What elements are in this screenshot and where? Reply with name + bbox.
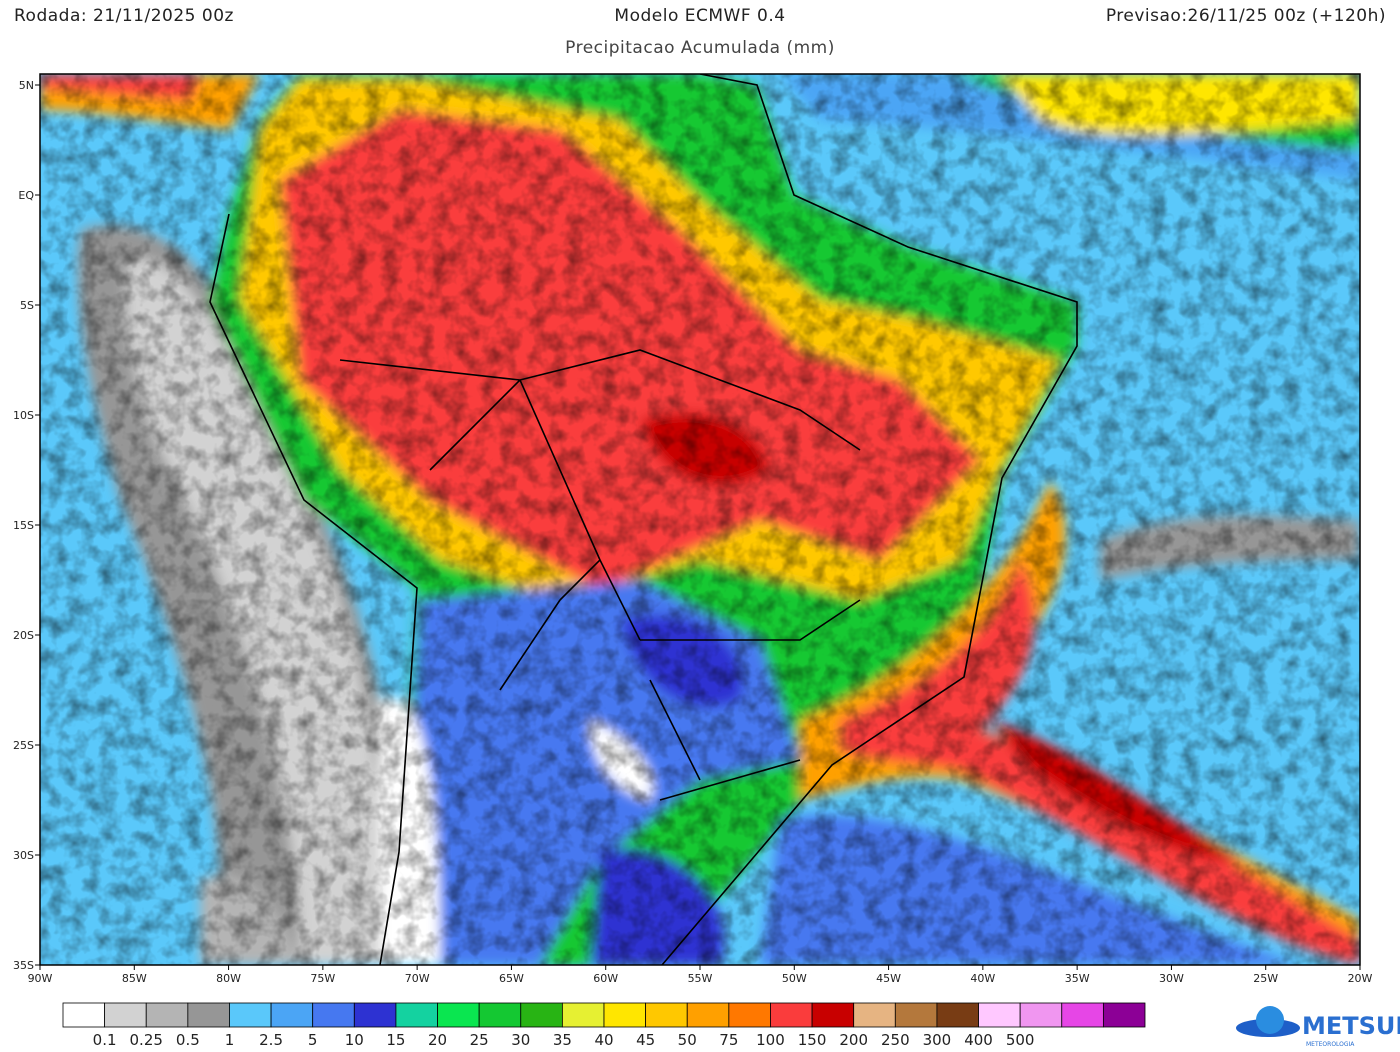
legend-label: 40	[594, 1031, 613, 1049]
lon-label: 40W	[970, 972, 995, 985]
legend-swatch	[770, 1002, 813, 1028]
legend-label: 50	[678, 1031, 697, 1049]
legend-label: 10	[345, 1031, 364, 1049]
legend-label: 0.25	[130, 1031, 163, 1049]
legend-swatch	[104, 1002, 147, 1028]
legend-swatch	[145, 1002, 189, 1028]
legend-label: 15	[386, 1031, 405, 1049]
legend-label: 20	[428, 1031, 447, 1049]
lon-label: 25W	[1253, 972, 1278, 985]
legend-swatch	[395, 1002, 438, 1028]
lat-label: 30S	[13, 849, 34, 862]
legend-swatch	[270, 1002, 314, 1028]
lon-label: 90W	[28, 972, 53, 985]
lon-label: 50W	[782, 972, 807, 985]
legend-swatch	[561, 1002, 605, 1028]
legend-swatch	[1019, 1002, 1063, 1028]
lat-label: 20S	[13, 629, 34, 642]
lat-label: 25S	[13, 739, 34, 752]
lat-label: 15S	[13, 519, 34, 532]
run-label: Rodada: 21/11/2025 00z	[14, 6, 234, 26]
legend-swatch	[478, 1002, 522, 1028]
lat-label: EQ	[18, 189, 34, 202]
legend-label: 400	[964, 1031, 993, 1049]
legend-label: 25	[470, 1031, 489, 1049]
legend-label: 30	[511, 1031, 530, 1049]
precip-field	[40, 74, 1360, 965]
lon-label: 60W	[593, 972, 618, 985]
legend-label: 100	[756, 1031, 785, 1049]
lon-label: 55W	[688, 972, 713, 985]
lon-label: 80W	[216, 972, 241, 985]
lon-label: 35W	[1065, 972, 1090, 985]
logo: METSUL METEOROLOGIA	[1236, 1006, 1400, 1048]
legend-label: 35	[553, 1031, 572, 1049]
legend-label: 250	[881, 1031, 910, 1049]
lat-label: 5S	[20, 299, 34, 312]
legend-label: 300	[923, 1031, 952, 1049]
legend-label: 0.1	[93, 1031, 117, 1049]
legend-swatch	[187, 1002, 230, 1028]
lon-label: 70W	[405, 972, 430, 985]
legend-swatch	[353, 1002, 397, 1028]
legend-swatch	[853, 1002, 896, 1028]
forecast-label: Previsao:26/11/25 00z (+120h)	[1105, 6, 1386, 26]
legend-label: 45	[636, 1031, 655, 1049]
legend-label: 75	[719, 1031, 738, 1049]
legend-swatch	[312, 1002, 355, 1028]
legend-label: 1	[225, 1031, 235, 1049]
legend-swatch	[229, 1002, 272, 1028]
legend-swatch	[437, 1002, 480, 1028]
legend-label: 0.5	[176, 1031, 200, 1049]
legend-swatch	[520, 1002, 563, 1028]
lon-label: 30W	[1159, 972, 1184, 985]
legend-swatch	[645, 1002, 688, 1028]
brand-tagline: METEOROLOGIA	[1306, 1041, 1355, 1048]
legend-swatch	[978, 1002, 1021, 1028]
lon-label: 45W	[876, 972, 901, 985]
legend-label: 200	[839, 1031, 868, 1049]
lon-label: 20W	[1348, 972, 1373, 985]
legend-swatch	[894, 1002, 938, 1028]
lon-label: 65W	[499, 972, 524, 985]
lat-label: 35S	[13, 959, 34, 972]
legend-swatch	[728, 1002, 771, 1028]
legend-label: 500	[1006, 1031, 1035, 1049]
subtitle: Precipitacao Acumulada (mm)	[565, 38, 835, 58]
legend-label: 5	[308, 1031, 318, 1049]
legend-swatch	[1061, 1002, 1104, 1028]
lat-label: 5N	[19, 79, 34, 92]
legend-swatch	[936, 1002, 979, 1028]
legend-label: 2.5	[259, 1031, 283, 1049]
legend-swatch	[62, 1002, 106, 1028]
legend-swatch	[603, 1002, 647, 1028]
model-label: Modelo ECMWF 0.4	[614, 6, 786, 26]
legend-label: 150	[798, 1031, 827, 1049]
lat-label: 10S	[13, 409, 34, 422]
legend-swatch	[1102, 1002, 1146, 1028]
lon-label: 85W	[122, 972, 147, 985]
legend-swatch	[686, 1002, 730, 1028]
brand-name: METSUL	[1302, 1012, 1400, 1040]
lon-label: 75W	[310, 972, 335, 985]
legend-swatch	[811, 1002, 855, 1028]
